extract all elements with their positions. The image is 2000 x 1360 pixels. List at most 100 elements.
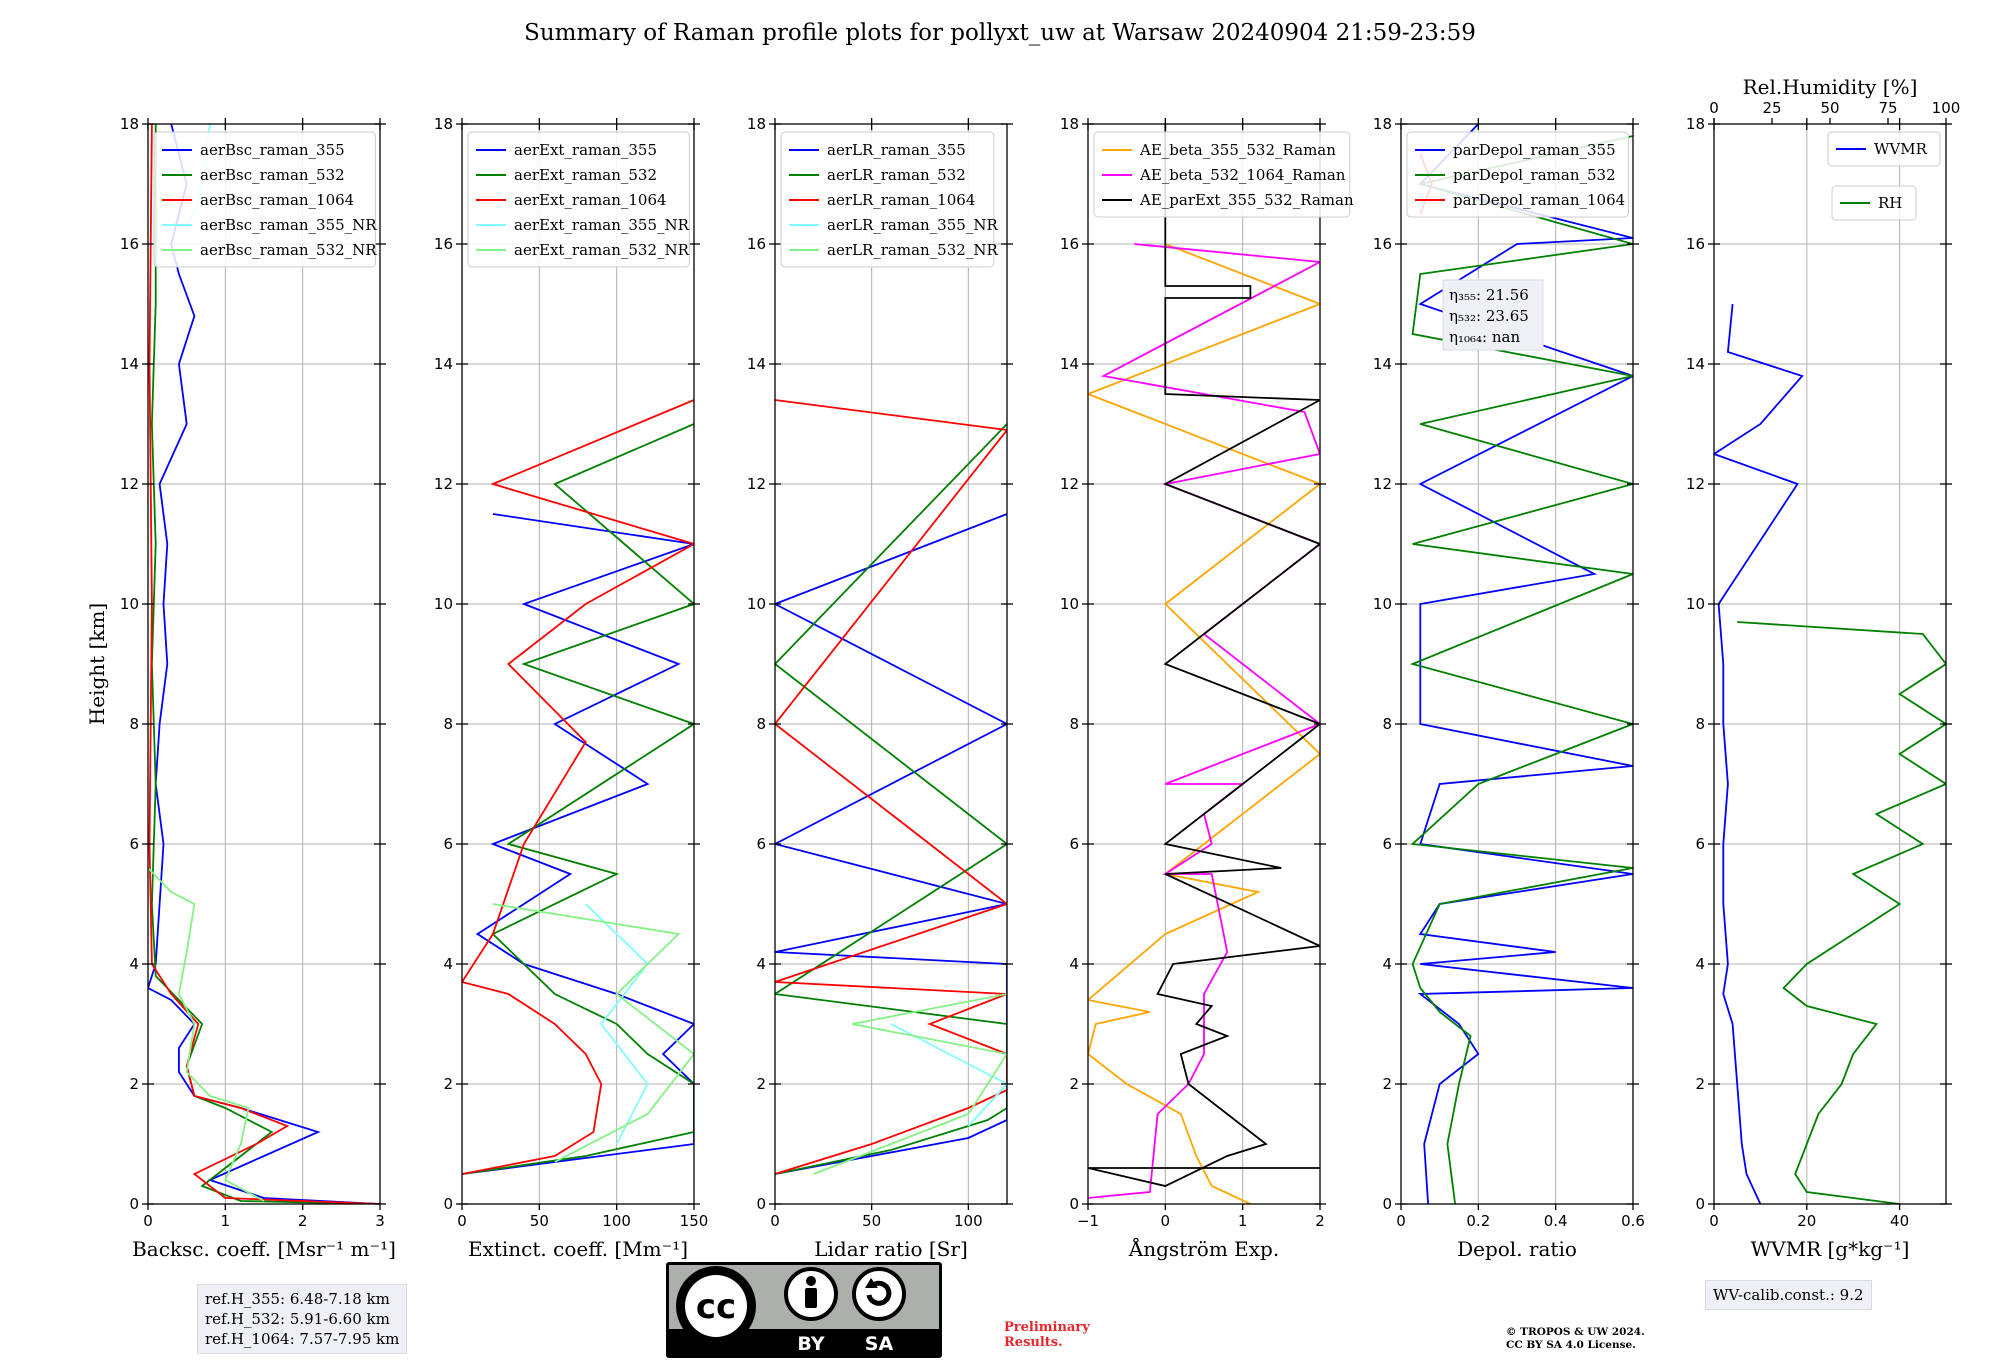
y-tick-label: 8 [756,715,766,733]
series-line-aerLR_raman_532_NR [813,993,1007,1175]
wv-calibration-box: WV-calib.const.: 9.2 [1705,1280,1872,1310]
cc-logo-text: cc [696,1287,736,1327]
y-tick-label: 16 [434,235,453,253]
panel-lidar_ratio: 0 2 4 6 8 10 12 14 16 18 0 50 100 Lidar ratio [Sr] aer… [747,115,1013,1261]
y-tick-label: 2 [1695,1075,1705,1093]
y-tick-label: 8 [1695,715,1705,733]
legend-box [780,131,995,268]
y-tick-label: 8 [443,715,453,733]
legend-entry: parDepol_raman_1064 [1453,191,1625,209]
y-tick-label: 6 [1382,835,1392,853]
legend-entry: aerBsc_raman_532_NR [200,241,377,259]
by-label: BY [797,1333,824,1355]
y-tick-label: 2 [129,1075,139,1093]
legend-entry: aerLR_raman_355_NR [827,216,998,234]
preliminary-line-1: Preliminary [1004,1320,1090,1335]
x-tick-label: 100 [602,1212,631,1230]
y-tick-label: 10 [120,595,139,613]
y-axis-title: Height [km] [85,603,109,725]
series-group [1714,303,1946,1204]
wv-calibration-constant: WV-calib.const.: 9.2 [1713,1286,1864,1304]
legend-entry: aerBsc_raman_532 [200,166,345,184]
x-tick-label: 50 [530,1212,549,1230]
y-tick-label: 4 [1069,955,1079,973]
cc-by-sa-license-badge: cc BY SA [666,1262,942,1358]
legend-entry: aerBsc_raman_1064 [200,191,354,209]
y-tick-label: 6 [129,835,139,853]
y-tick-label: 2 [1382,1075,1392,1093]
y-tick-label: 8 [1069,715,1079,733]
x-axis-title: Ångström Exp. [1128,1236,1279,1261]
panel-frame [1713,123,1947,1205]
y-tick-label: 18 [1060,115,1079,133]
series-line-aerLR_raman_532 [775,423,1007,1175]
y-tick-label: 18 [1686,115,1705,133]
y-tick-label: 14 [1060,355,1079,373]
x2-tick-label: 0 [1709,99,1719,117]
legend-entry: AE_parExt_355_532_Raman [1139,191,1354,209]
legend-box [1406,131,1629,218]
x-tick-label: 0 [1396,1212,1406,1230]
legend-entry: parDepol_raman_355 [1453,141,1616,159]
y-tick-label: 14 [434,355,453,373]
series-line-aerExt_raman_532 [462,423,694,1175]
preliminary-line-2: Results. [1004,1335,1063,1350]
x-tick-label: 0.4 [1544,1212,1568,1230]
x2-tick-label: 25 [1762,99,1781,117]
y-tick-label: 12 [1060,475,1079,493]
x-axis-title: Depol. ratio [1457,1237,1577,1261]
y-tick-label: 6 [756,835,766,853]
x-tick-label: 2 [298,1212,308,1230]
x-axis-title: WVMR [g*kg⁻¹] [1751,1237,1910,1261]
legend: RH [1831,185,1917,221]
y-tick-label: 2 [1069,1075,1079,1093]
series-group [148,124,380,1204]
y-tick-label: 0 [1382,1195,1392,1213]
eta-annotation-line: η₅₃₂: 23.65 [1449,307,1529,325]
x-axis-title: Backsc. coeff. [Msr⁻¹ m⁻¹] [132,1237,396,1261]
legend-entry: aerExt_raman_355 [514,141,657,159]
legend-entry: aerBsc_raman_355 [200,141,345,159]
legend-box [1827,131,1941,167]
page-title: Summary of Raman profile plots for polly… [524,20,1476,46]
series-group [775,399,1007,1175]
eta-annotation: η₃₅₅: 21.56 η₅₃₂: 23.65 η₁₀₆₄: nan [1442,279,1544,351]
y-tick-label: 12 [747,475,766,493]
x-tick-label: 0.2 [1466,1212,1490,1230]
x-tick-label: 0 [143,1212,153,1230]
copyright-line-1: © TROPOS & UW 2024. [1506,1326,1645,1338]
x2-axis-title: Rel.Humidity [%] [1743,75,1918,99]
series-line-aerLR_raman_355 [775,513,1007,1175]
x2-tick-label: 100 [1932,99,1961,117]
x-tick-label: 20 [1797,1212,1816,1230]
legend-entry: parDepol_raman_532 [1453,166,1616,184]
x-tick-label: 100 [954,1212,983,1230]
x-tick-label: 0 [1161,1212,1171,1230]
legend-box [1093,131,1351,218]
ref-height-532: ref.H_532: 5.91-6.60 km [205,1310,390,1328]
y-tick-label: 8 [1382,715,1392,733]
x-tick-label: 150 [680,1212,709,1230]
y-tick-label: 18 [1373,115,1392,133]
series-line-aerExt_raman_355 [462,513,694,1175]
series-group [462,399,694,1175]
y-tick-label: 10 [1686,595,1705,613]
panel-frame [147,123,381,1205]
x-tick-label: 0 [457,1212,467,1230]
legend-entry: RH [1878,194,1902,212]
legend-entry: aerExt_raman_532 [514,166,657,184]
y-tick-label: 6 [1695,835,1705,853]
series-line-aerBsc_raman_355 [148,124,380,1204]
series-line-aerBsc_raman_1064 [148,124,380,1204]
series-line-aerLR_raman_1064 [775,399,1007,1175]
legend: aerLR_raman_355 aerLR_raman_532 aerLR_rama… [780,131,998,268]
copyright-note: © TROPOS & UW 2024. CC BY SA 4.0 License… [1506,1326,1645,1352]
legend-box [153,131,376,268]
eta-annotation-line: η₃₅₅: 21.56 [1449,286,1529,304]
y-tick-label: 16 [747,235,766,253]
reference-heights-box: ref.H_355: 6.48-7.18 km ref.H_532: 5.91-… [197,1284,408,1354]
x-tick-label: 1 [1238,1212,1248,1230]
y-tick-label: 6 [443,835,453,853]
y-tick-label: 14 [747,355,766,373]
